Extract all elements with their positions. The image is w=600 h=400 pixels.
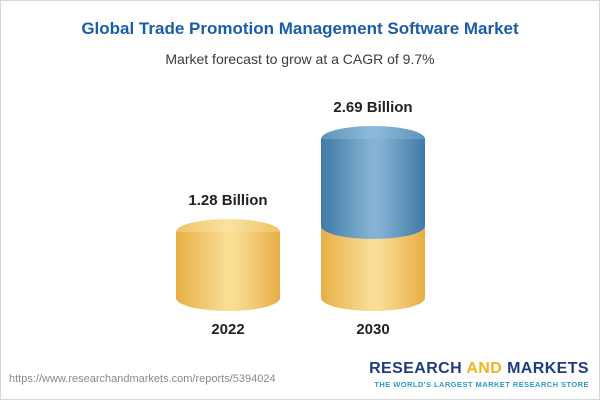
axis-label-2030: 2030 <box>356 321 390 338</box>
report-url[interactable]: https://www.researchandmarkets.com/repor… <box>9 373 276 385</box>
logo-word-research: RESEARCH <box>369 360 463 377</box>
cylinder-2022-body <box>176 232 280 311</box>
research-and-markets-logo[interactable]: RESEARCH AND MARKETS THE WORLD'S LARGEST… <box>369 360 589 389</box>
axis-label-2022: 2022 <box>211 321 245 338</box>
logo-wordmark: RESEARCH AND MARKETS <box>369 360 589 378</box>
cylinder-2030-yellow-segment <box>321 226 425 311</box>
value-label-2022: 1.28 Billion <box>188 192 268 209</box>
bar-2022: 1.28 Billion 2022 <box>176 192 280 338</box>
logo-word-markets: MARKETS <box>507 360 589 377</box>
value-label-2030: 2.69 Billion <box>333 99 413 116</box>
chart-subtitle: Market forecast to grow at a CAGR of 9.7… <box>165 51 435 67</box>
chart-title: Global Trade Promotion Management Softwa… <box>81 19 519 38</box>
logo-word-and: AND <box>466 360 503 377</box>
cylinder-2030-blue-segment <box>321 126 425 239</box>
cylinder-2030-body <box>321 139 425 239</box>
logo-tagline: THE WORLD'S LARGEST MARKET RESEARCH STOR… <box>374 380 589 389</box>
bar-2030: 2.69 Billion 2030 <box>321 99 425 338</box>
